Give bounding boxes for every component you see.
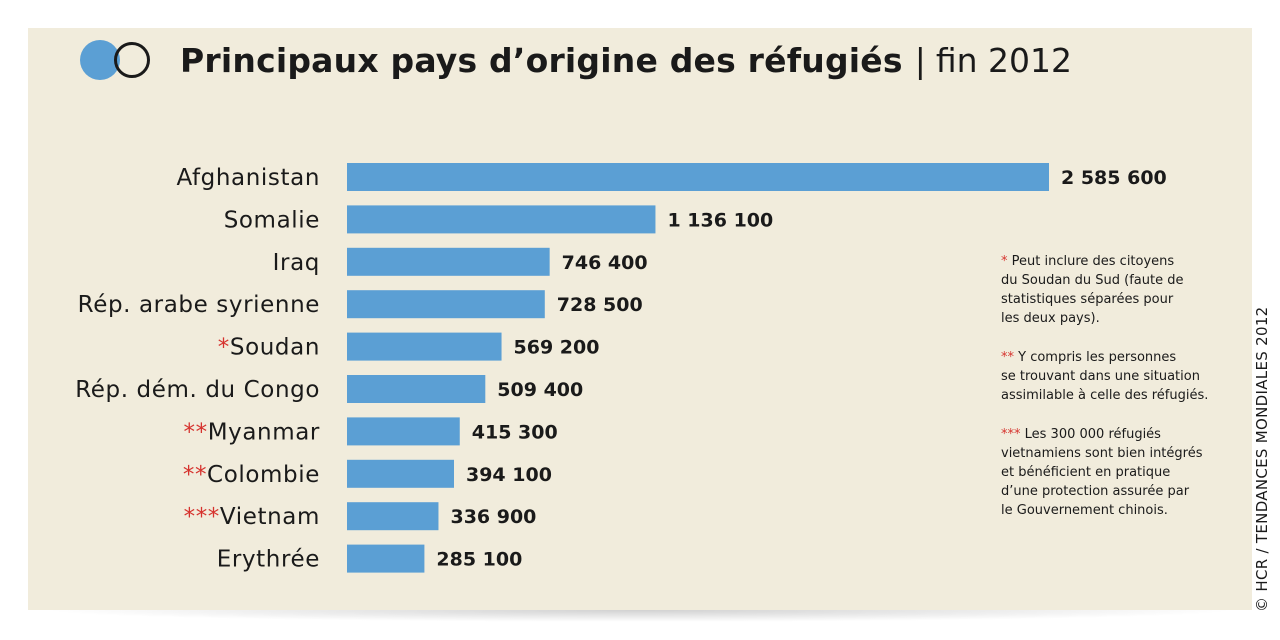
category-label-1: Somalie <box>224 207 320 233</box>
category-stars-4: * <box>218 335 230 361</box>
bar-8 <box>347 502 439 531</box>
footnote-1-text: Peut inclure des citoyens du Soudan du S… <box>1001 254 1184 326</box>
value-label-9: 285 100 <box>436 549 522 571</box>
footnote-3-stars: *** <box>1001 427 1021 442</box>
value-label-8: 336 900 <box>450 506 536 528</box>
footnote-1-stars: * <box>1001 254 1008 269</box>
bar-2 <box>347 247 550 276</box>
category-name-4: Soudan <box>230 335 320 361</box>
filled-dot-icon <box>80 40 120 80</box>
category-label-8: ***Vietnam <box>184 504 320 530</box>
footnote-1: * Peut inclure des citoyens du Soudan du… <box>1001 252 1231 328</box>
bar-5 <box>347 375 486 403</box>
value-label-1: 1 136 100 <box>667 209 773 231</box>
category-name-8: Vietnam <box>220 504 320 530</box>
value-label-4: 569 200 <box>514 337 600 359</box>
footnote-2: ** Y compris les personnes se trouvant d… <box>1001 348 1231 405</box>
footnote-3-text: Les 300 000 réfugiés vietnamiens sont bi… <box>1001 427 1203 518</box>
value-label-6: 415 300 <box>472 421 558 443</box>
bar-0 <box>347 163 1049 191</box>
category-label-6: **Myanmar <box>184 419 321 445</box>
category-stars-7: ** <box>183 462 207 488</box>
ring-dot-icon <box>114 42 150 78</box>
category-name-5: Rép. dém. du Congo <box>75 377 320 403</box>
bar-9 <box>347 544 425 573</box>
chart-subtitle: fin 2012 <box>935 40 1073 80</box>
footnote-2-stars: ** <box>1001 350 1014 365</box>
category-name-7: Colombie <box>207 462 320 488</box>
bar-4 <box>347 332 502 361</box>
value-label-7: 394 100 <box>466 464 552 486</box>
bar-6 <box>347 417 460 446</box>
category-name-1: Somalie <box>224 207 320 233</box>
category-stars-6: ** <box>184 419 208 445</box>
chart-title: Principaux pays d’origine des réfugiés <box>180 40 903 80</box>
category-label-2: Iraq <box>273 250 320 276</box>
value-label-0: 2 585 600 <box>1061 167 1167 189</box>
bar-1 <box>347 205 656 234</box>
footnotes: * Peut inclure des citoyens du Soudan du… <box>1001 252 1231 540</box>
category-label-9: Erythrée <box>217 547 320 573</box>
category-name-2: Iraq <box>273 250 320 276</box>
value-label-5: 509 400 <box>497 379 583 401</box>
category-name-6: Myanmar <box>208 419 320 445</box>
logo-dots-icon <box>80 38 156 82</box>
title-separator: | <box>914 40 926 80</box>
category-label-7: **Colombie <box>183 462 320 488</box>
category-name-9: Erythrée <box>217 547 320 573</box>
category-stars-8: *** <box>184 504 220 530</box>
category-label-4: *Soudan <box>218 335 320 361</box>
value-label-3: 728 500 <box>557 294 643 316</box>
category-label-0: Afghanistan <box>176 165 320 191</box>
title-row: Principaux pays d’origine des réfugiés |… <box>80 30 1072 90</box>
source-credit: © HCR / TENDANCES MONDIALES 2012 <box>1253 306 1271 612</box>
footnote-3: *** Les 300 000 réfugiés vietnamiens son… <box>1001 425 1231 520</box>
category-label-5: Rép. dém. du Congo <box>75 377 320 403</box>
category-name-0: Afghanistan <box>176 165 320 191</box>
category-label-3: Rép. arabe syrienne <box>78 292 320 318</box>
bar-7 <box>347 459 454 488</box>
bar-3 <box>347 290 545 319</box>
value-label-2: 746 400 <box>562 252 648 274</box>
infographic-panel <box>28 28 1252 610</box>
footnote-2-text: Y compris les personnes se trouvant dans… <box>1001 350 1209 403</box>
category-name-3: Rép. arabe syrienne <box>78 292 320 318</box>
